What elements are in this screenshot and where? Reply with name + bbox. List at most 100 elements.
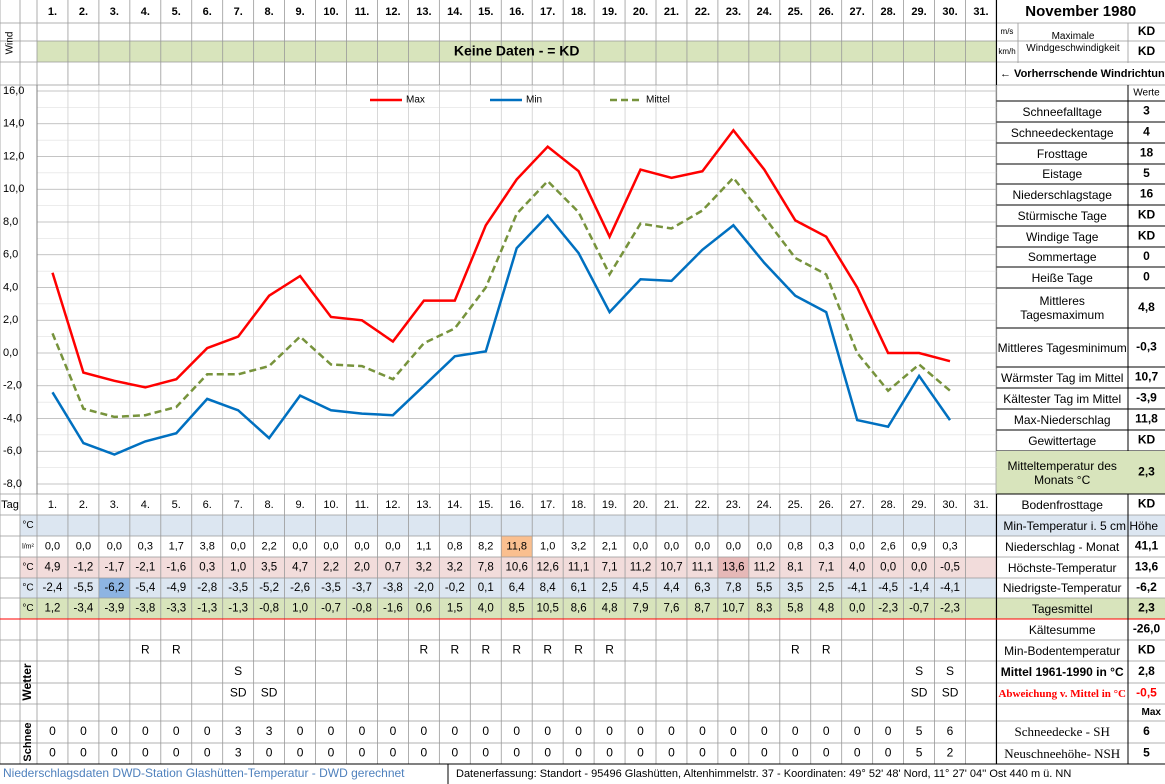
cell: 0,6 bbox=[416, 603, 432, 615]
cell: 0 bbox=[297, 724, 304, 738]
stats-label: Eistage bbox=[1042, 167, 1083, 181]
table-right-label-box: Niederschlag - Monat bbox=[1005, 540, 1119, 554]
stats-label-box: Gewittertage bbox=[1028, 434, 1096, 448]
stats-value: -3,9 bbox=[1136, 391, 1157, 405]
cell: 0 bbox=[204, 724, 211, 738]
stats-label-box: Max-Niederschlag bbox=[1013, 412, 1111, 427]
cell: 0,0 bbox=[726, 540, 741, 552]
cell: 0,0 bbox=[633, 540, 648, 552]
cell: 0 bbox=[699, 724, 706, 738]
cell: -4,1 bbox=[847, 582, 867, 594]
day-label: 9. bbox=[295, 6, 304, 18]
cell: SD bbox=[911, 686, 928, 700]
cell: 0,0 bbox=[354, 540, 369, 552]
stats-label-box: Schneefalltage bbox=[1023, 105, 1102, 119]
wind-value: KD bbox=[1138, 44, 1156, 58]
cell: S bbox=[234, 664, 242, 678]
cell: 0 bbox=[854, 724, 861, 738]
cell: R bbox=[822, 643, 831, 657]
cell: 10,6 bbox=[506, 562, 528, 574]
cell: 0 bbox=[699, 746, 706, 760]
cell: -5,5 bbox=[74, 582, 94, 594]
cell: 10,7 bbox=[660, 562, 682, 574]
cell: 0 bbox=[513, 724, 520, 738]
day-label: 12. bbox=[385, 6, 400, 18]
day-label: 25. bbox=[788, 499, 803, 511]
day-label: 15. bbox=[478, 499, 493, 511]
table-right-value: 2,8 bbox=[1138, 664, 1155, 678]
day-label: 16. bbox=[509, 6, 524, 18]
table-right-label: Mittel 1961-1990 in °C bbox=[1000, 665, 1124, 679]
cell: 0 bbox=[421, 746, 428, 760]
day-label: 11. bbox=[355, 499, 369, 511]
stats-value: 18 bbox=[1140, 146, 1154, 160]
cell: 0 bbox=[885, 746, 892, 760]
cell: 0,0 bbox=[849, 603, 865, 615]
cell: SD bbox=[942, 686, 959, 700]
stats-label: Max-Niederschlag bbox=[1013, 412, 1111, 427]
stats-header: Werte bbox=[1133, 88, 1160, 99]
stats-label-box: Frosttage bbox=[1037, 147, 1088, 161]
cell: 0 bbox=[730, 746, 737, 760]
wind-caption-box: Maximale Windgeschwindigkeit bbox=[1026, 31, 1119, 54]
cell: -2,1 bbox=[135, 562, 155, 574]
day-label: 3. bbox=[110, 6, 119, 18]
cell: 1,0 bbox=[540, 540, 555, 552]
cell: -2,6 bbox=[290, 582, 310, 594]
cell: 0 bbox=[544, 746, 551, 760]
cell: 12,6 bbox=[536, 562, 558, 574]
stats-label: Mittleres Tagesminimum bbox=[997, 340, 1127, 355]
day-label: 20. bbox=[633, 499, 648, 511]
y-tick-label: 8,0 bbox=[3, 216, 18, 228]
cell: 2,0 bbox=[354, 562, 370, 574]
cell: 11,1 bbox=[568, 562, 590, 574]
mittel-fill bbox=[996, 598, 1165, 619]
cell: 3 bbox=[235, 746, 242, 760]
table-right-value: 6 bbox=[1143, 724, 1150, 738]
stats-value: -0,3 bbox=[1136, 340, 1157, 354]
y-tick-label: -4,0 bbox=[3, 412, 22, 424]
cell: -3,5 bbox=[321, 582, 341, 594]
cell: 0,0 bbox=[385, 540, 400, 552]
stats-label: Wärmster Tag im Mittel bbox=[1000, 370, 1124, 385]
stats-label: Sommertage bbox=[1027, 250, 1097, 264]
cell: 2 bbox=[947, 746, 954, 760]
stats-label: Stürmische Tage bbox=[1017, 208, 1107, 223]
day-label: 24. bbox=[757, 499, 772, 511]
day-label: 30. bbox=[942, 6, 957, 18]
cell: -3,8 bbox=[383, 582, 403, 594]
cell: 5,8 bbox=[787, 603, 803, 615]
cell: 0,0 bbox=[76, 540, 91, 552]
y-tick-label: 4,0 bbox=[3, 281, 18, 293]
day-label: 18. bbox=[571, 6, 586, 18]
cell: -5,2 bbox=[259, 582, 279, 594]
wind-band bbox=[37, 41, 997, 62]
cell: 4,9 bbox=[44, 562, 60, 574]
title: November 1980 bbox=[1025, 3, 1136, 20]
stats-value: KD bbox=[1138, 208, 1156, 222]
cell: 0 bbox=[142, 724, 149, 738]
cell: SD bbox=[230, 686, 247, 700]
unit-label: °C bbox=[22, 603, 33, 614]
day-label: 5. bbox=[172, 499, 181, 511]
day-label: 8. bbox=[265, 6, 274, 18]
min-temp-fill bbox=[996, 515, 1165, 536]
day-label: 7. bbox=[234, 6, 243, 18]
cell: -1,7 bbox=[104, 562, 124, 574]
cell: 0,0 bbox=[45, 540, 60, 552]
footer-right: Datenerfassung: Standort - 95496 Glashüt… bbox=[456, 768, 1071, 780]
cell: 2,5 bbox=[818, 582, 834, 594]
day-label: 31. bbox=[973, 499, 988, 511]
cell: 4,8 bbox=[602, 603, 618, 615]
cell: 4,4 bbox=[663, 582, 680, 594]
cell: 2,5 bbox=[602, 582, 618, 594]
cell: R bbox=[450, 643, 459, 657]
cell: 6 bbox=[947, 724, 954, 738]
cell: 0,1 bbox=[478, 582, 494, 594]
cell: -0,8 bbox=[352, 603, 372, 615]
cell: 6,3 bbox=[694, 582, 710, 594]
day-label: 13. bbox=[416, 6, 431, 18]
stats-label: Mitteltemperatur des Monats °C bbox=[1007, 458, 1117, 487]
y-tick-label: 10,0 bbox=[3, 183, 24, 195]
cell: 0 bbox=[297, 746, 304, 760]
